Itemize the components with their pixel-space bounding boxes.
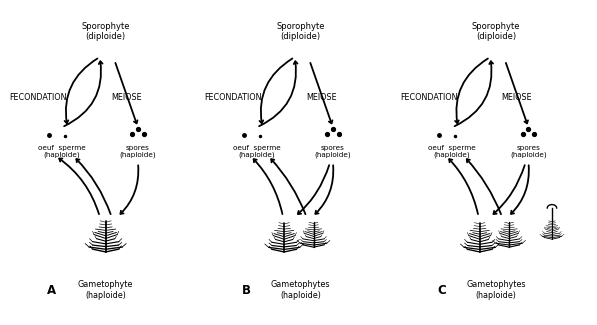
FancyArrowPatch shape: [315, 165, 333, 214]
Text: MEIOSE: MEIOSE: [111, 93, 141, 101]
FancyArrowPatch shape: [298, 165, 329, 214]
FancyArrowPatch shape: [455, 58, 488, 123]
Text: spores
(haploide): spores (haploide): [119, 145, 156, 158]
FancyArrowPatch shape: [449, 159, 478, 214]
Text: FECONDATION: FECONDATION: [10, 93, 67, 101]
Text: A: A: [47, 284, 56, 297]
Text: Gametophytes
(haploide): Gametophytes (haploide): [466, 280, 526, 300]
Text: B: B: [242, 284, 251, 297]
Text: spores
(haploide): spores (haploide): [315, 145, 351, 158]
FancyArrowPatch shape: [511, 165, 529, 214]
Text: FECONDATION: FECONDATION: [204, 93, 262, 101]
FancyArrowPatch shape: [254, 159, 282, 214]
FancyArrowPatch shape: [271, 159, 306, 214]
Text: Sporophyte
(diploide): Sporophyte (diploide): [472, 22, 521, 41]
FancyArrowPatch shape: [121, 165, 139, 214]
Text: Gametophytes
(haploide): Gametophytes (haploide): [271, 280, 330, 300]
Text: oeuf  sperme
(haploide): oeuf sperme (haploide): [428, 145, 476, 158]
Text: C: C: [438, 284, 446, 297]
FancyArrowPatch shape: [455, 61, 493, 126]
FancyArrowPatch shape: [64, 58, 97, 123]
Text: spores
(haploide): spores (haploide): [510, 145, 547, 158]
Text: oeuf  sperme
(haploide): oeuf sperme (haploide): [38, 145, 85, 158]
FancyArrowPatch shape: [64, 61, 103, 126]
FancyArrowPatch shape: [260, 58, 293, 123]
FancyArrowPatch shape: [506, 63, 528, 123]
FancyArrowPatch shape: [310, 63, 333, 123]
FancyArrowPatch shape: [494, 165, 525, 214]
Text: Gametophyte
(haploide): Gametophyte (haploide): [78, 280, 133, 300]
Text: Sporophyte
(diploide): Sporophyte (diploide): [276, 22, 325, 41]
Text: FECONDATION: FECONDATION: [400, 93, 457, 101]
FancyArrowPatch shape: [467, 159, 501, 214]
Text: oeuf  sperme
(haploide): oeuf sperme (haploide): [233, 145, 281, 158]
FancyArrowPatch shape: [259, 61, 297, 126]
Text: Sporophyte
(diploide): Sporophyte (diploide): [81, 22, 130, 41]
FancyArrowPatch shape: [115, 63, 137, 123]
Text: MEIOSE: MEIOSE: [501, 93, 532, 101]
Text: MEIOSE: MEIOSE: [306, 93, 337, 101]
FancyArrowPatch shape: [76, 159, 110, 214]
FancyArrowPatch shape: [59, 159, 99, 214]
